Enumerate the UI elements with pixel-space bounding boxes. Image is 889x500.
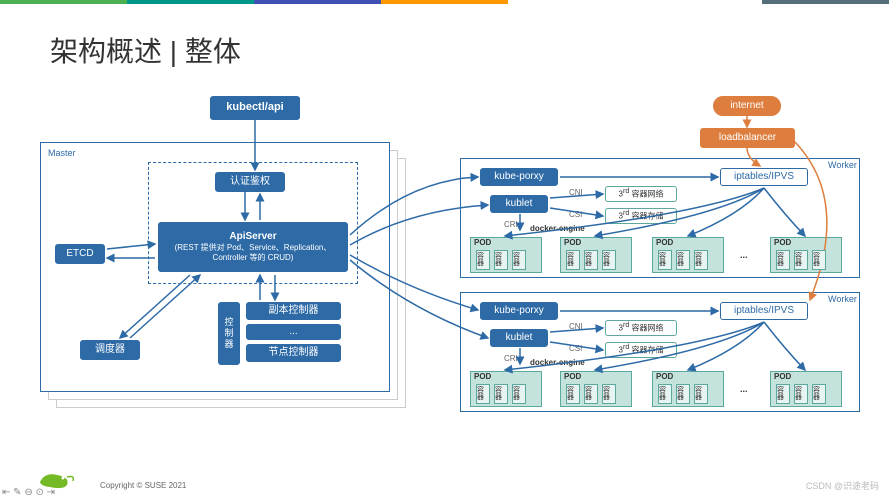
csi-label-1: CSI bbox=[569, 210, 582, 219]
container-box: 容 器 bbox=[676, 250, 690, 270]
pod-dots-1: ... bbox=[740, 250, 748, 260]
watermark: CSDN @识途老码 bbox=[806, 479, 879, 492]
container-box: 容 器 bbox=[812, 250, 826, 270]
pod-label-1a: POD bbox=[474, 238, 491, 247]
apiserver-node: ApiServer (REST 提供对 Pod、Service、Replicat… bbox=[158, 222, 348, 272]
pod-label-2c: POD bbox=[656, 372, 673, 381]
container-storage-2: 3rd 容器存储 bbox=[605, 342, 677, 358]
loadbalancer-node: loadbalancer bbox=[700, 128, 795, 148]
slide-controls: ⇤ ✎ ⊖ ⊙ ⇥ bbox=[2, 487, 55, 498]
container-box: 容 器 bbox=[694, 250, 708, 270]
container-box: 容 器 bbox=[512, 384, 526, 404]
copyright: Copyright © SUSE 2021 bbox=[100, 481, 186, 490]
pod-label-2b: POD bbox=[564, 372, 581, 381]
iptables-2: iptables/IPVS bbox=[720, 302, 808, 320]
master-label: Master bbox=[48, 148, 76, 158]
container-network-2: 3rd 容器网络 bbox=[605, 320, 677, 336]
etcd-node: ETCD bbox=[55, 244, 105, 264]
scheduler-node: 调度器 bbox=[80, 340, 140, 360]
container-box: 容 器 bbox=[812, 384, 826, 404]
kubeproxy-2: kube-porxy bbox=[480, 302, 558, 320]
pod-label-1c: POD bbox=[656, 238, 673, 247]
controller-group: 控 制 器 bbox=[218, 302, 240, 365]
replica-controller: 副本控制器 bbox=[246, 302, 341, 320]
pod-dots-2: ... bbox=[740, 384, 748, 394]
container-box: 容 器 bbox=[476, 250, 490, 270]
container-box: 容 器 bbox=[658, 384, 672, 404]
worker-label-1: Worker bbox=[828, 160, 857, 170]
top-accent-bar bbox=[0, 0, 889, 4]
container-box: 容 器 bbox=[566, 384, 580, 404]
auth-node: 认证鉴权 bbox=[215, 172, 285, 192]
container-box: 容 器 bbox=[584, 384, 598, 404]
cri-label-1: CRI bbox=[504, 220, 518, 229]
docker-engine-2: docker-engine bbox=[530, 358, 585, 367]
container-box: 容 器 bbox=[776, 250, 790, 270]
kubeproxy-1: kube-porxy bbox=[480, 168, 558, 186]
container-box: 容 器 bbox=[658, 250, 672, 270]
kubelet-2: kublet bbox=[490, 329, 548, 347]
container-network-1: 3rd 容器网络 bbox=[605, 186, 677, 202]
container-box: 容 器 bbox=[566, 250, 580, 270]
kubectl-node: kubectl/api bbox=[210, 96, 300, 120]
cni-label-1: CNI bbox=[569, 188, 583, 197]
cni-label-2: CNI bbox=[569, 322, 583, 331]
container-storage-1: 3rd 容器存储 bbox=[605, 208, 677, 224]
csi-label-2: CSI bbox=[569, 344, 582, 353]
internet-node: internet bbox=[713, 96, 781, 116]
iptables-1: iptables/IPVS bbox=[720, 168, 808, 186]
container-box: 容 器 bbox=[794, 250, 808, 270]
ellipsis-controller: ... bbox=[246, 324, 341, 340]
pod-label-1d: POD bbox=[774, 238, 791, 247]
worker-label-2: Worker bbox=[828, 294, 857, 304]
container-box: 容 器 bbox=[776, 384, 790, 404]
pod-label-2d: POD bbox=[774, 372, 791, 381]
container-box: 容 器 bbox=[476, 384, 490, 404]
apiserver-desc: (REST 提供对 Pod、Service、Replication、Contro… bbox=[163, 243, 343, 262]
node-controller: 节点控制器 bbox=[246, 344, 341, 362]
container-box: 容 器 bbox=[794, 384, 808, 404]
pod-label-2a: POD bbox=[474, 372, 491, 381]
cri-label-2: CRI bbox=[504, 354, 518, 363]
container-box: 容 器 bbox=[676, 384, 690, 404]
docker-engine-1: docker-engine bbox=[530, 224, 585, 233]
kubelet-1: kublet bbox=[490, 195, 548, 213]
container-box: 容 器 bbox=[602, 384, 616, 404]
container-box: 容 器 bbox=[494, 250, 508, 270]
pod-label-1b: POD bbox=[564, 238, 581, 247]
container-box: 容 器 bbox=[602, 250, 616, 270]
page-title: 架构概述 | 整体 bbox=[50, 30, 241, 70]
container-box: 容 器 bbox=[494, 384, 508, 404]
container-box: 容 器 bbox=[694, 384, 708, 404]
apiserver-title: ApiServer bbox=[229, 231, 276, 243]
container-box: 容 器 bbox=[584, 250, 598, 270]
container-box: 容 器 bbox=[512, 250, 526, 270]
